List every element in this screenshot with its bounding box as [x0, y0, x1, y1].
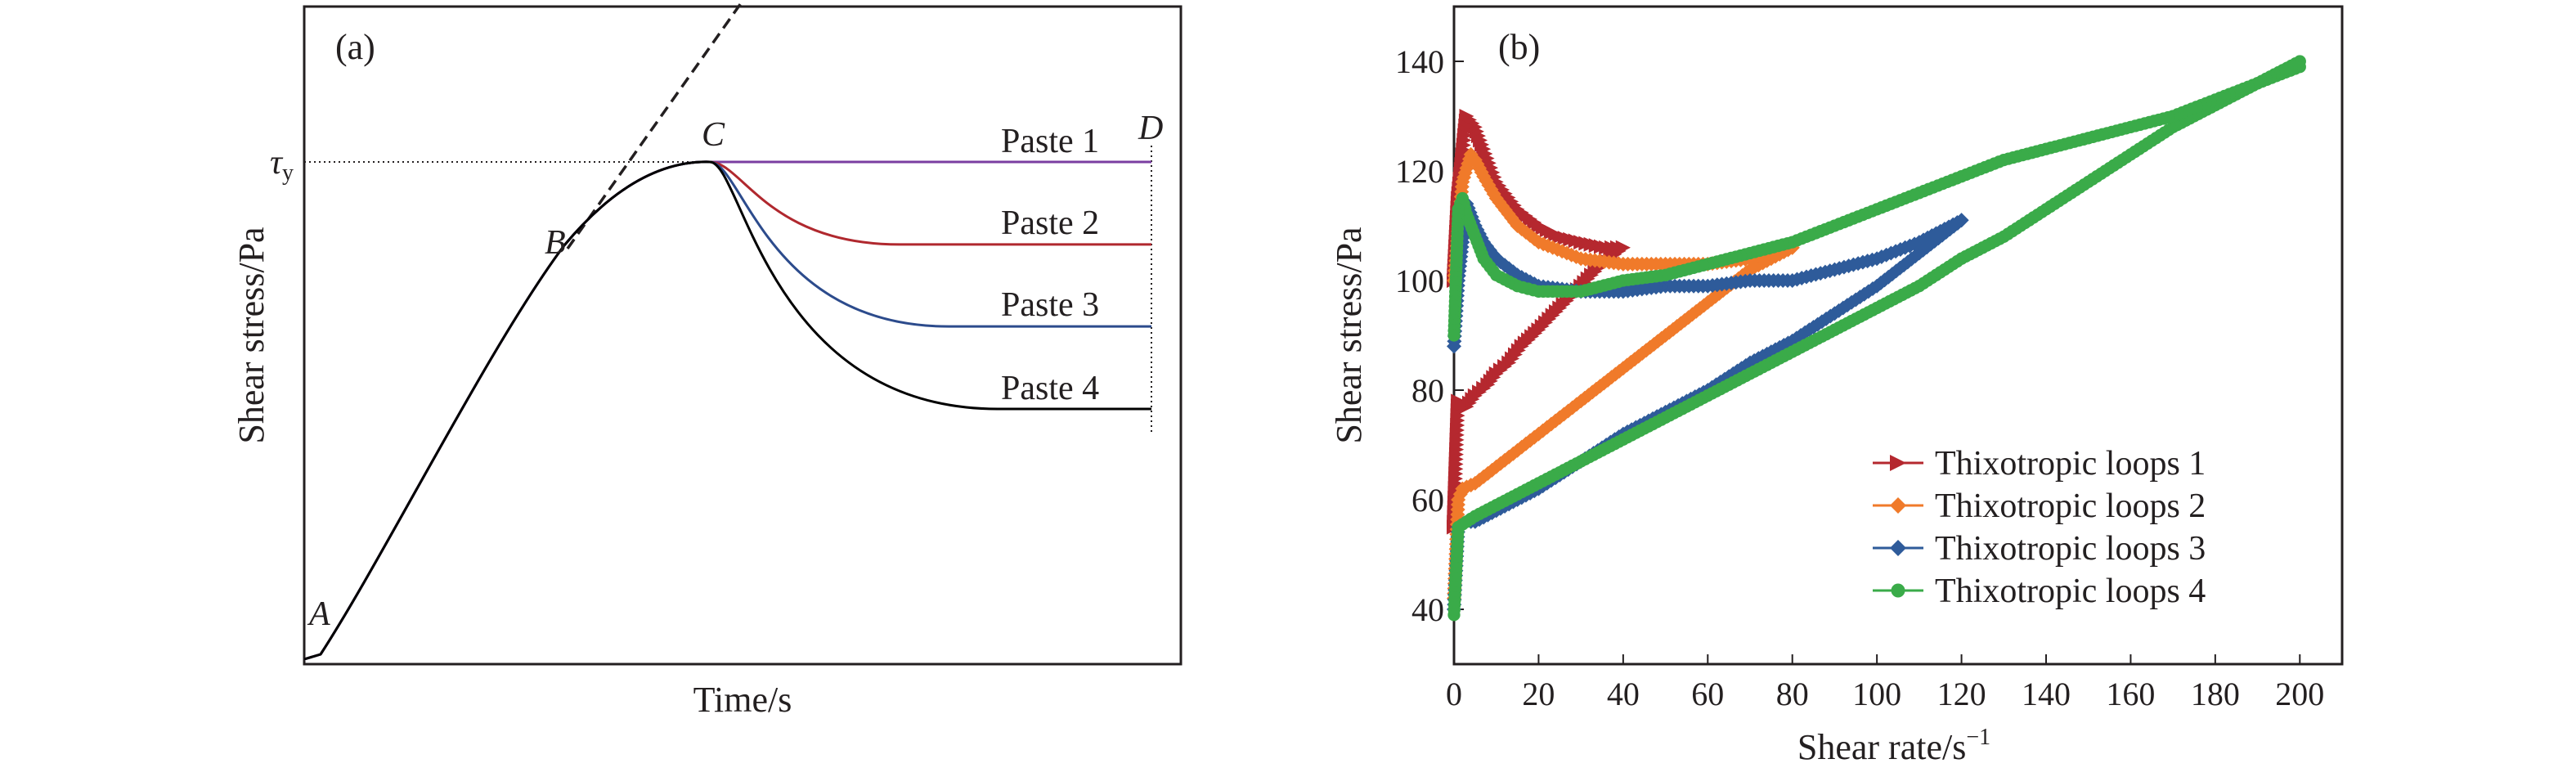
- panel-b-label: (b): [1498, 27, 1540, 67]
- point-label-b: B: [545, 224, 566, 262]
- curve-label-paste-3: Paste 3: [1001, 286, 1099, 324]
- x-tick-label-0: 0: [1446, 676, 1462, 712]
- data-point: [1548, 413, 1564, 429]
- legend-marker-4: [1891, 583, 1905, 598]
- series-thixotropic-loops-4: [1447, 55, 2306, 622]
- x-tick-label-100: 100: [1852, 676, 1901, 712]
- panel-a-label: (a): [335, 27, 375, 67]
- panel-b-data-points: [1447, 55, 2306, 622]
- legend-label-3: Thixotropic loops 3: [1935, 530, 2206, 568]
- y-tick-label-120: 120: [1395, 153, 1444, 190]
- legend-marker-1: [1890, 455, 1906, 471]
- tangent-dashed-line: [566, 2, 743, 250]
- curve-label-paste-2: Paste 2: [1001, 204, 1099, 242]
- panel-b-ylabel: Shear stress/Pa: [1329, 227, 1369, 443]
- panel-b-xlabel-text: Shear rate/s: [1797, 727, 1966, 767]
- y-tick-label-60: 60: [1411, 482, 1444, 519]
- y-tick-label-80: 80: [1411, 372, 1444, 409]
- legend-marker-2: [1890, 497, 1906, 514]
- curve-label-paste-4: Paste 4: [1001, 370, 1099, 407]
- series-thixotropic-loops-1: [1447, 109, 1631, 535]
- data-point: [1447, 329, 1461, 342]
- point-label-a: A: [307, 595, 330, 633]
- yield-stress-subscript: y: [282, 160, 294, 186]
- data-point: [1447, 339, 1461, 354]
- legend-marker-3: [1890, 540, 1906, 556]
- panel-b-xlabel-superscript: −1: [1966, 725, 1990, 750]
- legend-label-4: Thixotropic loops 4: [1935, 573, 2206, 610]
- panel-b-xlabel: Shear rate/s−1: [1797, 725, 1990, 767]
- legend-label-1: Thixotropic loops 1: [1935, 445, 2206, 483]
- panel-b-legend: Thixotropic loops 1 Thixotropic loops 2 Th…: [1873, 445, 2206, 610]
- x-tick-label-60: 60: [1691, 676, 1724, 712]
- x-tick-label-20: 20: [1522, 676, 1555, 712]
- data-point: [1543, 416, 1559, 432]
- x-tick-label-40: 40: [1607, 676, 1640, 712]
- x-tick-label-160: 160: [2106, 676, 2155, 712]
- panel-b-axes: 0 20 40 60 80 100 120 140 160 180 200 40 60 80 100 120 1…: [1395, 43, 2324, 712]
- y-tick-label-140: 140: [1395, 43, 1444, 80]
- x-tick-label-80: 80: [1776, 676, 1809, 712]
- curve-paste-4: [303, 160, 1151, 661]
- y-tick-label-100: 100: [1395, 263, 1444, 299]
- panel-a: (a) Shear stress/Pa Time/s τy A B C D Pa…: [231, 2, 1183, 720]
- panel-a-xlabel: Time/s: [693, 680, 792, 720]
- x-tick-label-200: 200: [2275, 676, 2324, 712]
- panel-b: (b) Shear stress/Pa Shear rate/s−1 0 20 40…: [1329, 5, 2344, 767]
- yield-stress-label: τy: [270, 144, 294, 186]
- panel-a-ylabel: Shear stress/Pa: [231, 227, 272, 443]
- panel-a-curves: [303, 160, 1151, 661]
- curve-label-paste-1: Paste 1: [1001, 123, 1099, 160]
- x-tick-label-120: 120: [1937, 676, 1986, 712]
- x-tick-label-140: 140: [2022, 676, 2071, 712]
- yield-stress-symbol: τ: [270, 144, 284, 182]
- panel-a-frame: [303, 5, 1183, 666]
- x-tick-label-180: 180: [2191, 676, 2240, 712]
- point-label-c: C: [702, 116, 725, 154]
- point-label-d: D: [1138, 110, 1163, 147]
- y-tick-label-40: 40: [1411, 591, 1444, 628]
- legend-label-2: Thixotropic loops 2: [1935, 487, 2206, 525]
